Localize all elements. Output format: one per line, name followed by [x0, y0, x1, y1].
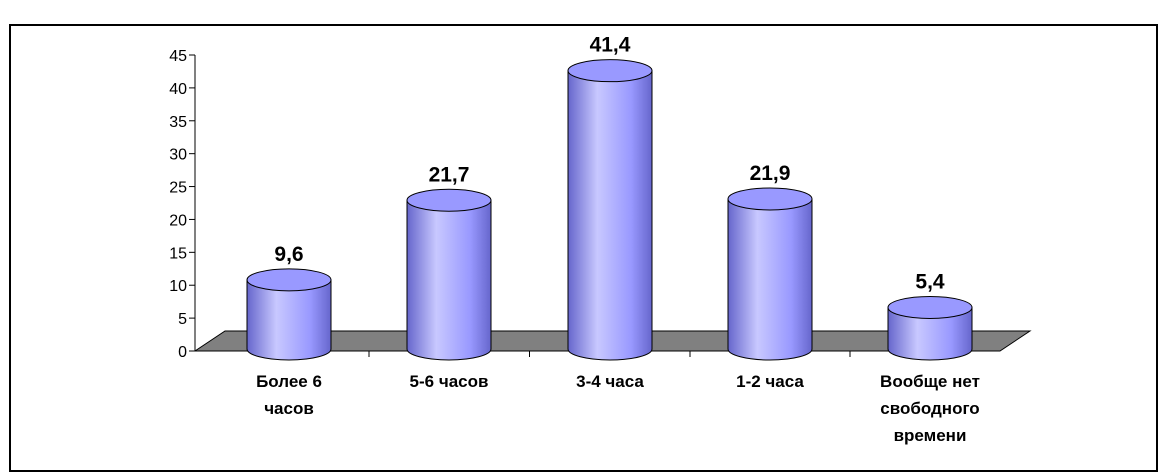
y-tick-label: 20: [169, 212, 187, 229]
bar-group: 9,6: [246, 243, 332, 361]
bar-top: [727, 187, 813, 211]
bar: [406, 199, 492, 361]
bar-top: [246, 268, 332, 292]
bar: [887, 306, 973, 361]
y-tick-label: 35: [169, 114, 187, 131]
x-tick-label: часов: [264, 399, 314, 418]
x-tick-label: 1-2 часа: [736, 372, 804, 391]
bar: [246, 279, 332, 361]
x-tick-label: времени: [894, 426, 967, 445]
bar-group: 21,7: [406, 163, 492, 361]
bar-group: 41,4: [567, 34, 653, 361]
data-label: 9,6: [274, 243, 303, 266]
data-label: 21,9: [750, 162, 791, 185]
y-tick-label: 45: [169, 48, 187, 65]
x-tick-label: 3-4 часа: [576, 372, 644, 391]
data-label: 5,4: [915, 270, 945, 293]
bar-top: [887, 295, 973, 319]
y-tick-label: 5: [178, 311, 187, 328]
data-label: 21,7: [429, 163, 470, 186]
y-tick-label: 40: [169, 81, 187, 98]
x-tick-label: Вообще нет: [880, 372, 980, 391]
bar-group: 5,4: [887, 270, 973, 361]
x-tick-label: свободного: [880, 399, 979, 418]
x-tick-label: 5-6 часов: [410, 372, 489, 391]
bar: [727, 198, 813, 361]
y-tick-label: 30: [169, 147, 187, 164]
bar-top: [567, 59, 653, 83]
y-tick-label: 0: [178, 344, 187, 361]
x-tick-label: Более 6: [256, 372, 322, 391]
bar-top: [406, 188, 492, 212]
y-tick-label: 25: [169, 180, 187, 197]
bar-group: 21,9: [727, 162, 813, 361]
bar: [567, 70, 653, 361]
data-label: 41,4: [590, 34, 631, 57]
y-tick-label: 15: [169, 245, 187, 262]
y-tick-label: 10: [169, 278, 187, 295]
